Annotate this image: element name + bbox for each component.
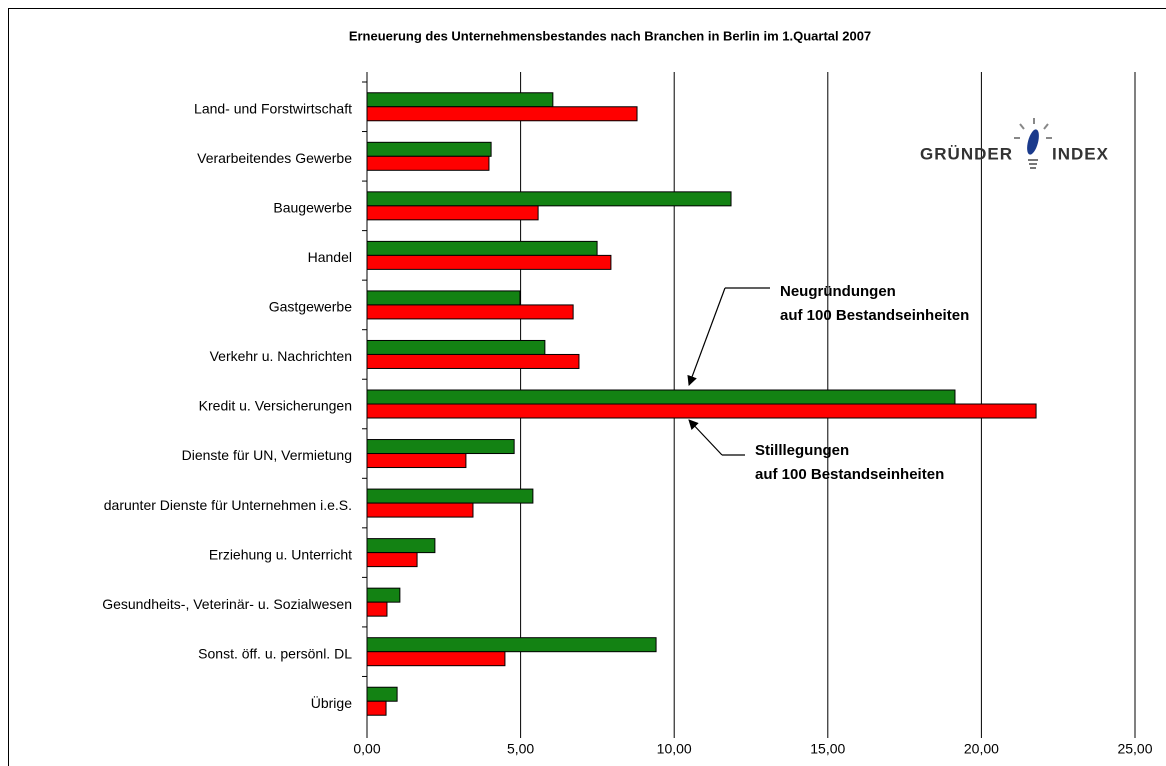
bar (366, 353, 580, 369)
annotation-arrow (688, 419, 723, 456)
annotation: auf 100 Bestandseinheiten (780, 307, 969, 324)
annotation: Stilllegungen (755, 442, 849, 459)
y-tick-label: Sonst. öff. u. persönl. DL (198, 645, 352, 661)
y-tick-label: Gastgewerbe (269, 299, 352, 315)
bar (366, 339, 546, 355)
annotation: auf 100 Bestandseinheiten (755, 466, 944, 483)
y-tick-label: Dienste für UN, Vermietung (182, 447, 352, 463)
bar (366, 403, 1037, 419)
x-tick-label: 20,00 (964, 741, 999, 757)
annotation: Neugründungen (780, 283, 896, 300)
x-tick-label: 15,00 (810, 741, 845, 757)
bar (366, 106, 638, 122)
logo-text: GRÜNDER (920, 144, 1013, 163)
bar (366, 700, 387, 716)
bar (366, 290, 521, 306)
logo-text: INDEX (1052, 144, 1109, 163)
bar (366, 191, 732, 207)
y-tick-label: Erziehung u. Unterricht (209, 546, 352, 562)
logo-rays (1014, 118, 1052, 139)
bar (366, 205, 539, 221)
bar (366, 587, 401, 603)
chart-frame (8, 8, 1166, 766)
logo-bulb (1027, 129, 1039, 155)
y-tick-label: Übrige (311, 694, 352, 711)
bar (366, 453, 467, 469)
logo: GRÜNDER INDEX (920, 118, 1109, 169)
logo-base (1028, 159, 1038, 169)
bar (366, 686, 398, 702)
chart-title: Erneuerung des Unternehmensbestandes nac… (349, 28, 871, 43)
bar (366, 155, 490, 171)
bar (366, 601, 388, 617)
bar (366, 304, 574, 320)
y-tick-label: darunter Dienste für Unternehmen i.e.S. (104, 497, 352, 513)
y-tick-label: Verkehr u. Nachrichten (210, 348, 352, 364)
y-tick-label: Kredit u. Versicherungen (199, 398, 352, 414)
x-tick-label: 5,00 (507, 741, 534, 757)
y-tick-label: Land- und Forstwirtschaft (194, 100, 352, 116)
bar (366, 240, 598, 256)
bar (366, 552, 418, 568)
bar (366, 637, 657, 653)
bar (366, 538, 436, 554)
x-tick-label: 25,00 (1117, 741, 1152, 757)
y-tick-label: Verarbeitendes Gewerbe (197, 150, 352, 166)
bar (366, 439, 515, 455)
y-tick-label: Handel (308, 249, 352, 265)
x-tick-label: 0,00 (353, 741, 380, 757)
bar (366, 254, 612, 270)
bar (366, 488, 534, 504)
bar (366, 141, 492, 157)
bar (366, 502, 474, 518)
y-tick-label: Baugewerbe (273, 200, 352, 216)
bar (366, 92, 554, 108)
bar (366, 651, 506, 667)
bar (366, 389, 956, 405)
x-tick-label: 10,00 (657, 741, 692, 757)
y-tick-label: Gesundheits-, Veterinär- u. Sozialwesen (102, 596, 352, 612)
plot-area: 0,00 5,00 10,00 15,00 20,00 25,00 Land- und Fo… (102, 72, 1153, 757)
annotation-arrow (687, 287, 726, 386)
